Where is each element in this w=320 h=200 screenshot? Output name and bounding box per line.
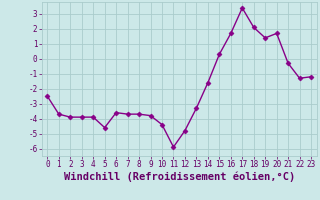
X-axis label: Windchill (Refroidissement éolien,°C): Windchill (Refroidissement éolien,°C) (64, 172, 295, 182)
